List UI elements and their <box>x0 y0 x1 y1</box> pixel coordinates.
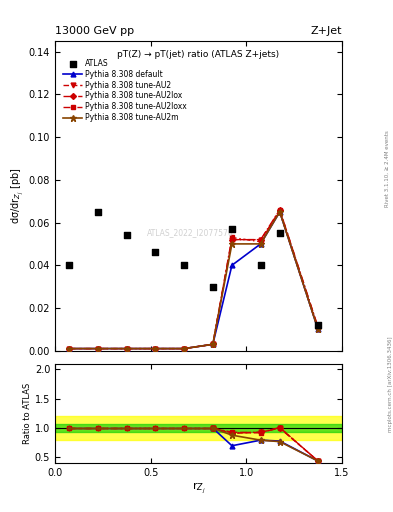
Point <box>229 225 235 233</box>
Point <box>315 321 321 329</box>
Bar <box>55 416 342 440</box>
Point <box>152 248 159 257</box>
Bar <box>55 424 342 432</box>
Text: Z+Jet: Z+Jet <box>310 26 342 36</box>
Point <box>257 261 264 269</box>
Text: ATLAS_2022_I2077570: ATLAS_2022_I2077570 <box>147 228 233 238</box>
Legend: ATLAS, Pythia 8.308 default, Pythia 8.308 tune-AU2, Pythia 8.308 tune-AU2lox, Py: ATLAS, Pythia 8.308 default, Pythia 8.30… <box>62 57 189 124</box>
Text: pT(Z) → pT(jet) ratio (ATLAS Z+jets): pT(Z) → pT(jet) ratio (ATLAS Z+jets) <box>118 50 279 59</box>
Text: mcplots.cern.ch [arXiv:1306.3436]: mcplots.cern.ch [arXiv:1306.3436] <box>387 336 393 432</box>
Point <box>277 229 283 238</box>
Point <box>66 261 73 269</box>
Point <box>181 261 187 269</box>
Point <box>210 283 216 291</box>
Y-axis label: dσ/dr$_{Z_j}$ [pb]: dσ/dr$_{Z_j}$ [pb] <box>10 167 26 224</box>
Point <box>95 208 101 216</box>
Text: 13000 GeV pp: 13000 GeV pp <box>55 26 134 36</box>
Y-axis label: Ratio to ATLAS: Ratio to ATLAS <box>23 383 32 444</box>
Text: Rivet 3.1.10, ≥ 2.4M events: Rivet 3.1.10, ≥ 2.4M events <box>385 131 390 207</box>
X-axis label: r$_{Z_j}$: r$_{Z_j}$ <box>192 481 205 496</box>
Point <box>124 231 130 240</box>
